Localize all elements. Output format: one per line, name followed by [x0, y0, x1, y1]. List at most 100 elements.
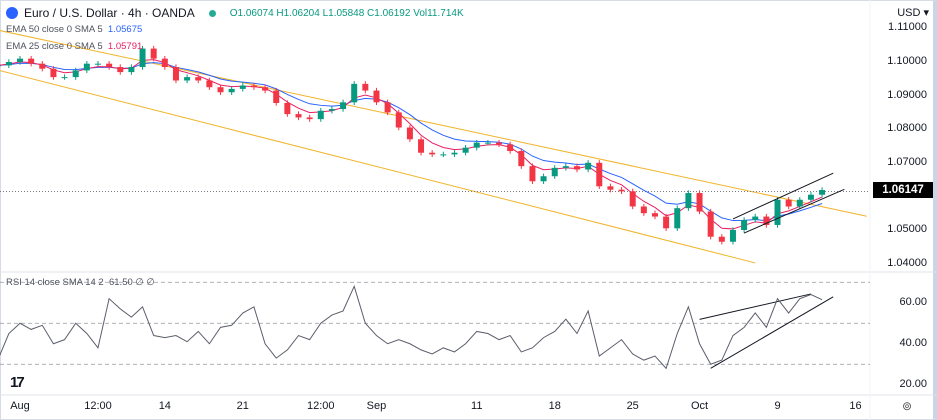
candle-body [752, 216, 759, 220]
time-tick: 12:00 [307, 400, 335, 412]
candle-body [707, 211, 714, 237]
price-tick: 1.10000 [887, 55, 927, 67]
time-tick: Oct [690, 400, 709, 412]
ohlc-values: O1.06074 H1.06204 L1.05848 C1.06192 Vol1… [229, 7, 464, 19]
candle-body [362, 83, 369, 91]
candle-body [562, 166, 569, 168]
rsi-tick: 60.00 [899, 295, 927, 308]
candle-body [596, 162, 603, 187]
candle-body [373, 90, 380, 103]
candle-body [440, 154, 447, 156]
candle-body [807, 194, 814, 200]
price-tick: 1.05000 [887, 223, 927, 235]
channel-line-1 [0, 70, 756, 264]
candle-body [217, 87, 224, 93]
candle-body [0, 65, 1, 67]
candle-body [83, 63, 90, 71]
candle-body [72, 70, 79, 78]
rsi-tick: 40.00 [899, 336, 927, 349]
candle-body [295, 114, 302, 118]
candle-body [239, 85, 246, 89]
rsi-line [0, 284, 823, 370]
candle-body [585, 162, 592, 170]
candle-body [496, 142, 503, 145]
candle-body [139, 48, 146, 68]
ema50-label: EMA 50 close 0 SMA 5 [6, 24, 103, 35]
ema50-line [0, 62, 823, 222]
candle-body [473, 142, 480, 148]
candle-body [328, 109, 335, 111]
symbol-legend: Euro / U.S. Dollar · 4h · OANDA O1.06074… [6, 6, 464, 20]
candle-body [796, 199, 803, 207]
time-tick: 11 [471, 400, 483, 412]
candle-body [262, 87, 269, 91]
symbol-logo-icon [6, 7, 18, 19]
candle-body [172, 67, 179, 81]
symbol-title[interactable]: Euro / U.S. Dollar · 4h · OANDA [24, 6, 195, 20]
time-tick: Sep [366, 400, 387, 412]
settings-icon[interactable]: ⊚ [902, 399, 913, 413]
candle-body [128, 67, 135, 73]
candle-body [763, 216, 770, 225]
ema25-value: 1.05791 [107, 41, 143, 52]
market-status-icon [208, 9, 216, 17]
candle-body [529, 166, 536, 182]
candle-body [150, 48, 157, 59]
price-tick: 1.07000 [887, 155, 927, 168]
candle-body [340, 102, 347, 110]
candle-body [106, 63, 113, 68]
tradingview-logo: 17 [10, 374, 25, 391]
candle-body [273, 90, 280, 103]
candle-body [540, 176, 547, 182]
rsi-label: RSI 14 close SMA 14 2 [6, 277, 104, 288]
candle-body [819, 190, 826, 195]
candle-body [640, 206, 647, 214]
ema25-label: EMA 25 close 0 SMA 5 [6, 41, 103, 52]
candle-body [351, 83, 358, 103]
candle-body [607, 186, 614, 190]
candle-body [451, 152, 458, 155]
price-tick: 1.09000 [887, 88, 927, 101]
candle-body [462, 147, 469, 153]
candle-body [28, 58, 35, 64]
candle-body [785, 199, 792, 207]
time-tick: 12:00 [84, 400, 112, 412]
candle-body [618, 189, 625, 192]
candle-body [184, 77, 191, 81]
candle-body [195, 77, 202, 81]
price-wedge-line-1 [743, 188, 845, 234]
rsi-value: 61.50 [108, 277, 133, 288]
price-wedge-line-0 [732, 172, 834, 220]
time-tick: 21 [236, 400, 249, 412]
price-tick: 1.04000 [887, 256, 927, 269]
candle-body [284, 102, 291, 115]
currency-select[interactable]: USD ▾ [897, 7, 929, 19]
candle-body [507, 144, 514, 152]
ema25-legend[interactable]: EMA 25 close 0 SMA 5 1.05791 [6, 41, 142, 52]
ema25-line [0, 59, 823, 230]
candle-body [250, 85, 257, 88]
candle-body [696, 193, 703, 212]
candle-body [406, 127, 413, 140]
rsi-wedge-line-1 [710, 296, 834, 369]
candle-body [94, 63, 101, 65]
candle-body [17, 58, 23, 62]
candle-body [50, 68, 57, 78]
ema50-legend[interactable]: EMA 50 close 0 SMA 5 1.05675 [6, 24, 142, 35]
candle-body [384, 102, 391, 113]
candle-body [729, 230, 736, 242]
time-tick: 25 [626, 400, 639, 412]
time-tick: Aug [10, 400, 30, 412]
candle-body [161, 58, 168, 68]
rsi-legend[interactable]: RSI 14 close SMA 14 2 61.50 ∅ ∅ [6, 277, 155, 288]
candle-body [663, 216, 670, 229]
candle-body [61, 77, 68, 79]
candle-body [39, 63, 46, 69]
time-tick: 16 [849, 400, 862, 412]
candle-body [574, 166, 580, 170]
candle-body [206, 80, 213, 88]
candle-body [651, 213, 658, 217]
candle-body [484, 142, 491, 144]
candle-body [317, 110, 324, 120]
